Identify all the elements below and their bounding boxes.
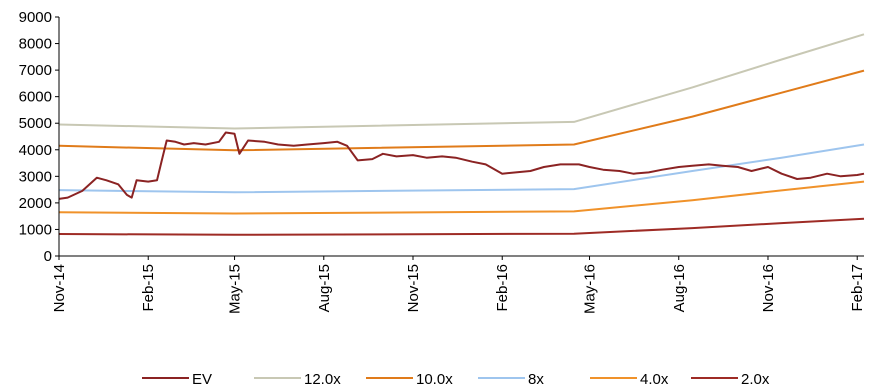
legend-label: EV <box>192 371 212 388</box>
y-tick-label: 1000 <box>19 221 52 238</box>
y-tick-label: 3000 <box>19 168 52 185</box>
plot-lines <box>58 33 865 236</box>
series-line-ev <box>58 131 865 200</box>
x-tick-label: Nov-14 <box>51 264 68 312</box>
legend-label: 12.0x <box>304 371 341 388</box>
x-tick-label: Nov-16 <box>760 264 777 312</box>
y-tick-label: 0 <box>44 248 52 265</box>
legend-label: 2.0x <box>741 371 770 388</box>
legend-label: 4.0x <box>640 371 669 388</box>
x-tick-label: Feb-15 <box>140 264 157 312</box>
x-tick-label: May-16 <box>582 264 599 314</box>
series-line-2-0x <box>58 217 865 236</box>
x-tick-label: Aug-16 <box>671 264 688 312</box>
x-tick-label: Nov-15 <box>405 264 422 312</box>
y-tick-label: 5000 <box>19 115 52 132</box>
x-tick-label: May-15 <box>227 264 244 314</box>
series-line-8x <box>58 143 865 194</box>
series-line-12-0x <box>58 33 865 130</box>
axes: 0 1000 2000 3000 4000 5000 6000 7000 8000 9000 Nov… <box>19 9 867 314</box>
legend-item-2-0x: 2.0x <box>691 371 770 388</box>
y-tick-label: 7000 <box>19 62 52 79</box>
series-line-10-0x <box>58 69 865 152</box>
legend-item-4-0x: 4.0x <box>590 371 669 388</box>
legend: EV 12.0x 10.0x 8x 4.0x 2.0x <box>142 371 770 388</box>
x-tick-label: Aug-15 <box>316 264 333 312</box>
y-tick-label: 8000 <box>19 36 52 53</box>
y-tick-label: 9000 <box>19 9 52 26</box>
legend-item-10-0x: 10.0x <box>366 371 453 388</box>
series-line-4-0x <box>58 180 865 215</box>
y-tick-label: 2000 <box>19 195 52 212</box>
legend-label: 8x <box>528 371 544 388</box>
x-tick-label: Feb-17 <box>849 264 866 312</box>
x-tick-label: Feb-16 <box>494 264 511 312</box>
legend-label: 10.0x <box>416 371 453 388</box>
y-tick-label: 4000 <box>19 142 52 159</box>
legend-item-12-0x: 12.0x <box>254 371 341 388</box>
y-tick-label: 6000 <box>19 89 52 106</box>
legend-item-ev: EV <box>142 371 212 388</box>
legend-item-8x: 8x <box>478 371 544 388</box>
